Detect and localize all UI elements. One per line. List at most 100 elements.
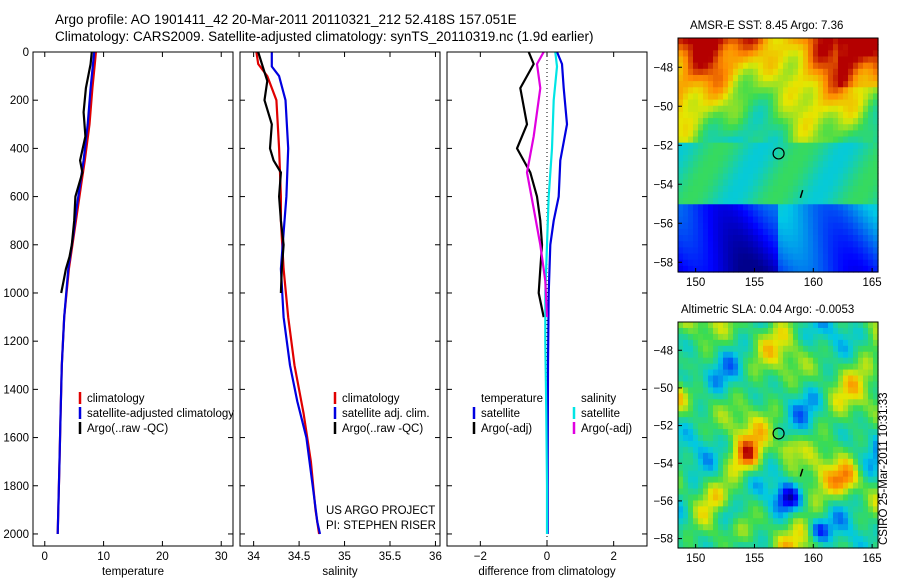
heatmap-cell (813, 446, 819, 454)
heatmap-cell (793, 423, 799, 430)
heatmap-cell (693, 429, 699, 436)
heatmap-cell (778, 512, 784, 519)
map-x-tick-label: 150 (686, 553, 705, 565)
heatmap-cell (863, 198, 869, 205)
heatmap-cell (793, 399, 799, 406)
heatmap-cell (843, 423, 849, 430)
heatmap-cell (723, 185, 729, 193)
heatmap-cell (753, 387, 759, 394)
heatmap-cell (713, 381, 719, 389)
heatmap-cell (773, 542, 779, 549)
heatmap-cell (733, 494, 739, 502)
heatmap-cell (708, 435, 714, 442)
heatmap-cell (718, 440, 724, 448)
heatmap-cell (833, 50, 839, 58)
heatmap-cell (853, 185, 859, 193)
heatmap-cell (843, 363, 849, 371)
heatmap-cell (678, 411, 684, 418)
heatmap-cell (763, 167, 769, 175)
heatmap-cell (863, 322, 869, 329)
legend-label: climatology (87, 393, 145, 405)
heatmap-cell (723, 440, 729, 448)
heatmap-cell (813, 148, 819, 156)
heatmap-cell (713, 369, 719, 377)
heatmap-cell (683, 494, 689, 502)
heatmap-cell (823, 452, 829, 460)
heatmap-cell (793, 435, 799, 442)
heatmap-cell (733, 179, 739, 187)
heatmap-cell (853, 81, 859, 88)
heatmap-cell (858, 191, 864, 199)
heatmap-cell (783, 124, 789, 131)
heatmap-cell (768, 118, 774, 125)
heatmap-cell (803, 393, 809, 400)
heatmap-cell (783, 111, 789, 119)
heatmap-cell (713, 241, 719, 248)
heatmap-cell (708, 74, 714, 82)
heatmap-cell (743, 429, 749, 436)
heatmap-cell (843, 476, 849, 484)
heatmap-cell (863, 173, 869, 181)
heatmap-cell (858, 429, 864, 436)
heatmap-cell (758, 339, 764, 347)
heatmap-cell (813, 68, 819, 76)
heatmap-cell (708, 482, 714, 490)
heatmap-cell (713, 536, 719, 543)
heatmap-cell (723, 81, 729, 88)
heatmap-cell (758, 351, 764, 359)
heatmap-cell (823, 44, 829, 51)
heatmap-cell (728, 464, 734, 472)
heatmap-cell (863, 333, 869, 341)
heatmap-cell (813, 62, 819, 70)
map-frame (677, 321, 879, 549)
heatmap-cell (743, 500, 749, 507)
heatmap-cell (858, 105, 864, 113)
heatmap-cell (803, 185, 809, 193)
heatmap-cell (688, 99, 694, 107)
heatmap-cell (693, 148, 699, 156)
heatmap-cell (843, 148, 849, 156)
heatmap-cell (738, 253, 744, 261)
heatmap-cell (803, 381, 809, 389)
heatmap-cell (733, 87, 739, 95)
heatmap-cell (748, 423, 754, 430)
heatmap-cell (738, 363, 744, 371)
heatmap-cell (773, 222, 779, 230)
heatmap-cell (763, 142, 769, 150)
heatmap-cell (798, 488, 804, 496)
heatmap-cell (793, 191, 799, 199)
heatmap-cell (828, 411, 834, 418)
heatmap-cell (723, 44, 729, 51)
heatmap-cell (868, 435, 874, 442)
heatmap-cell (788, 339, 794, 347)
heatmap-cell (798, 93, 804, 101)
heatmap-cell (768, 111, 774, 119)
heatmap-cell (763, 470, 769, 478)
heatmap-cell (838, 74, 844, 82)
heatmap-cell (693, 494, 699, 502)
heatmap-cell (868, 155, 874, 162)
heatmap-cell (693, 241, 699, 248)
heatmap-cell (738, 105, 744, 113)
heatmap-cell (858, 333, 864, 341)
heatmap-cell (848, 476, 854, 484)
heatmap-cell (803, 253, 809, 261)
heatmap-cell (843, 429, 849, 436)
heatmap-cell (713, 142, 719, 150)
heatmap-cell (738, 235, 744, 242)
heatmap-cell (783, 136, 789, 144)
heatmap-cell (703, 167, 709, 175)
heatmap-cell (873, 351, 879, 359)
heatmap-cell (793, 173, 799, 181)
heatmap-cell (698, 446, 704, 454)
heatmap-cell (858, 204, 864, 212)
heatmap-cell (758, 124, 764, 131)
heatmap-cell (738, 435, 744, 442)
heatmap-cell (828, 142, 834, 150)
heatmap-cell (688, 506, 694, 513)
heatmap-cell (778, 357, 784, 365)
heatmap-cell (703, 87, 709, 95)
heatmap-cell (868, 247, 874, 255)
heatmap-cell (833, 381, 839, 389)
heatmap-cell (763, 247, 769, 255)
